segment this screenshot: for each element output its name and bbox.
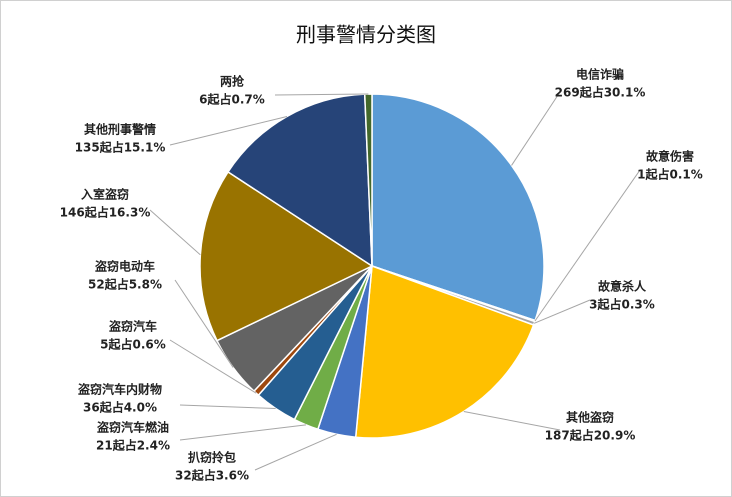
data-label-value: 52起占5.8%	[88, 277, 162, 292]
leader-line	[463, 410, 561, 431]
leader-line	[534, 169, 641, 322]
leader-line	[174, 279, 234, 368]
data-label-value: 6起占0.7%	[199, 92, 265, 107]
leader-line	[511, 91, 561, 166]
data-label-value: 21起占2.4%	[96, 438, 170, 453]
leader-line	[169, 116, 288, 146]
data-label-name: 两抢	[220, 74, 245, 89]
data-label-name: 盗窃汽车燃油	[97, 420, 169, 435]
leader-line	[149, 209, 201, 256]
data-label-name: 其他盗窃	[566, 410, 614, 425]
data-label-value: 5起占0.6%	[100, 337, 166, 352]
data-label-value: 135起占15.1%	[75, 140, 166, 155]
data-label-name: 扒窃拎包	[188, 450, 236, 465]
data-label-name: 盗窃汽车	[109, 319, 157, 334]
data-label-value: 3起占0.3%	[589, 297, 655, 312]
data-label-name: 入室盗窃	[81, 187, 129, 202]
leader-line	[274, 93, 369, 96]
pie-slice	[226, 93, 373, 268]
data-label-value: 36起占4.0%	[83, 400, 157, 415]
leader-line	[169, 339, 257, 394]
data-label-name: 电信诈骗	[576, 67, 624, 82]
data-label-value: 269起占30.1%	[555, 85, 646, 100]
pie-slice	[199, 170, 374, 342]
leader-line	[254, 433, 337, 471]
data-label-value: 146起占16.3%	[60, 205, 151, 220]
chart-title: 刑事警情分类图	[296, 23, 436, 47]
leader-line	[179, 424, 307, 441]
pie-slice	[371, 93, 545, 322]
data-label-value: 187起占20.9%	[545, 428, 636, 443]
leader-line	[533, 299, 591, 324]
data-label-name: 盗窃汽车内财物	[78, 382, 162, 397]
data-label-value: 32起占3.6%	[175, 468, 249, 483]
data-label-name: 故意杀人	[598, 279, 647, 294]
data-label-name: 故意伤害	[646, 149, 694, 164]
leader-line	[179, 404, 276, 409]
data-label-name: 盗窃电动车	[95, 259, 155, 274]
pie-slice	[354, 264, 535, 439]
data-label-name: 其他刑事警情	[84, 122, 156, 137]
data-label-value: 1起占0.1%	[637, 167, 703, 182]
